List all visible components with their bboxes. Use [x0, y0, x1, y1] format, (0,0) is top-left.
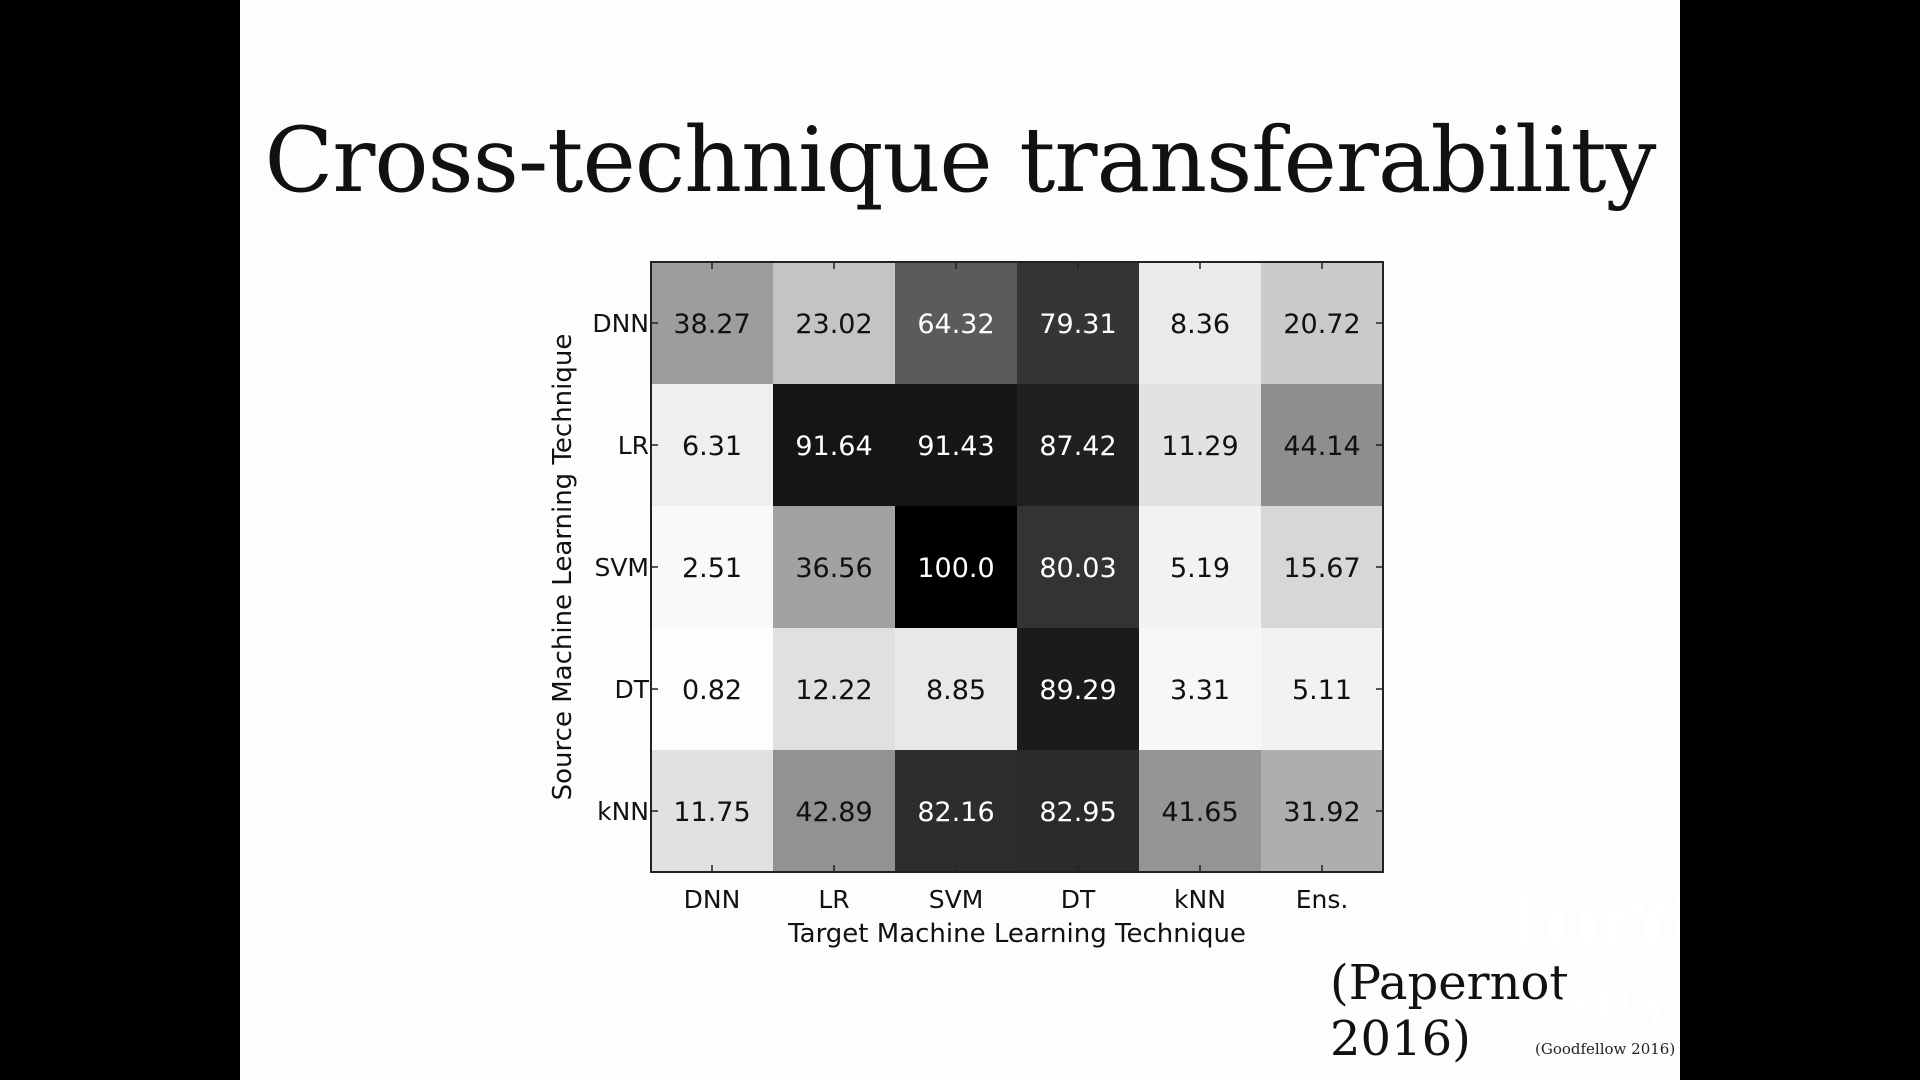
university-watermark-line1: ford — [1510, 870, 1680, 969]
cell-value-label: 2.51 — [682, 553, 742, 584]
heatmap-cell — [1261, 628, 1383, 750]
y-tick-label: SVM — [594, 553, 649, 582]
y-tick-label: DT — [614, 675, 649, 704]
heatmap-cell — [895, 750, 1017, 872]
cell-value-label: 8.85 — [926, 675, 986, 706]
heatmap-cell — [1139, 262, 1261, 384]
heatmap-cell — [1017, 262, 1139, 384]
cell-value-label: 31.92 — [1283, 797, 1360, 828]
university-watermark-line2: sity — [1560, 965, 1672, 1031]
cell-value-label: 11.75 — [673, 797, 750, 828]
heatmap-cell — [651, 628, 773, 750]
x-tick-label: Ens. — [1296, 885, 1349, 914]
x-tick-label: DNN — [684, 885, 741, 914]
cell-value-label: 80.03 — [1039, 553, 1116, 584]
cell-value-label: 82.16 — [917, 797, 994, 828]
heatmap-cell — [773, 506, 895, 628]
heatmap-cell — [1017, 506, 1139, 628]
cell-value-label: 5.11 — [1292, 675, 1352, 706]
heatmap-cell — [1261, 384, 1383, 506]
citation: (Papernot 2016) — [1330, 955, 1569, 1067]
cell-value-label: 87.42 — [1039, 431, 1116, 462]
cell-value-label: 11.29 — [1161, 431, 1238, 462]
heatmap-chart: 38.27 23.02 64.32 79.31 8.36 20.72 6.31 91.64 91… — [548, 261, 1384, 949]
heatmap-cell — [651, 750, 773, 872]
heatmap-cell — [1017, 384, 1139, 506]
heatmap-cell — [773, 628, 895, 750]
cell-value-label: 0.82 — [682, 675, 742, 706]
heatmap-cell — [895, 506, 1017, 628]
y-axis-label: Source Machine Learning Technique — [548, 334, 578, 801]
heatmap-cell — [1139, 506, 1261, 628]
cell-value-label: 5.19 — [1170, 553, 1230, 584]
y-tick-label: LR — [618, 431, 649, 460]
heatmap-cell — [773, 384, 895, 506]
cell-value-label: 44.14 — [1283, 431, 1360, 462]
heatmap-cell — [1139, 628, 1261, 750]
x-tick-label: DT — [1061, 885, 1096, 914]
cell-value-label: 100.0 — [917, 553, 994, 584]
cell-value-label: 8.36 — [1170, 309, 1230, 340]
slide-title: Cross-technique transferability — [264, 108, 1656, 213]
cell-value-label: 12.22 — [795, 675, 872, 706]
heatmap-cell — [1261, 506, 1383, 628]
cell-value-label: 15.67 — [1283, 553, 1360, 584]
heatmap-cell — [895, 262, 1017, 384]
heatmap-cell — [1017, 750, 1139, 872]
footer-credit: (Goodfellow 2016) — [1535, 1040, 1676, 1058]
cell-value-label: 41.65 — [1161, 797, 1238, 828]
heatmap-cell — [651, 262, 773, 384]
cell-value-label: 91.43 — [917, 431, 994, 462]
heatmap-cell — [1139, 750, 1261, 872]
cell-value-label: 82.95 — [1039, 797, 1116, 828]
heatmap-cell — [651, 506, 773, 628]
x-tick-label: LR — [818, 885, 849, 914]
cell-value-label: 38.27 — [673, 309, 750, 340]
y-tick-label: kNN — [597, 797, 649, 826]
cell-value-label: 6.31 — [682, 431, 742, 462]
cell-value-label: 23.02 — [795, 309, 872, 340]
heatmap-cell — [1261, 750, 1383, 872]
heatmap-cell — [895, 628, 1017, 750]
cell-value-label: 42.89 — [795, 797, 872, 828]
heatmap-cell — [651, 384, 773, 506]
x-tick-label: SVM — [929, 885, 984, 914]
heatmap-cell — [1139, 384, 1261, 506]
cell-value-label: 89.29 — [1039, 675, 1116, 706]
cell-value-label: 79.31 — [1039, 309, 1116, 340]
x-axis-label: Target Machine Learning Technique — [787, 919, 1246, 949]
heatmap-cell — [895, 384, 1017, 506]
cell-value-label: 3.31 — [1170, 675, 1230, 706]
y-tick-label: DNN — [592, 309, 649, 338]
cell-value-label: 36.56 — [795, 553, 872, 584]
x-tick-label: kNN — [1174, 885, 1226, 914]
cell-value-label: 20.72 — [1283, 309, 1360, 340]
heatmap-cell — [1261, 262, 1383, 384]
cell-value-label: 91.64 — [795, 431, 872, 462]
slide: Cross-technique transferability 38.27 23.… — [240, 0, 1680, 1080]
heatmap-cell — [773, 262, 895, 384]
heatmap-cell — [1017, 628, 1139, 750]
cell-value-label: 64.32 — [917, 309, 994, 340]
heatmap-cell — [773, 750, 895, 872]
